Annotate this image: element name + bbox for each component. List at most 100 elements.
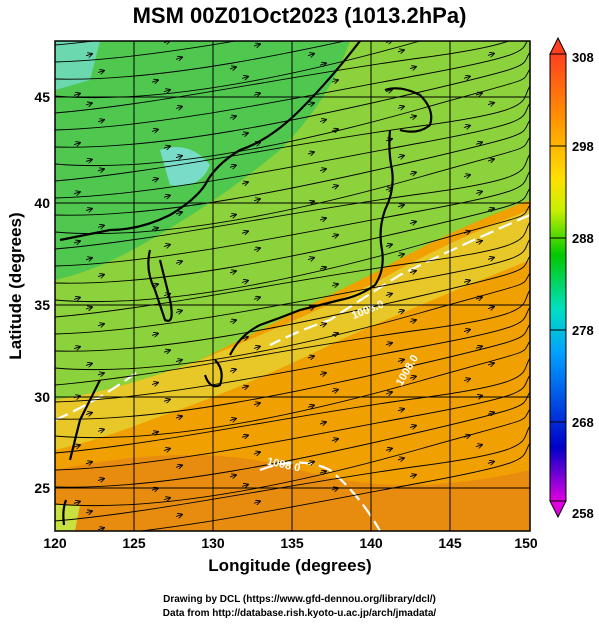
wind-arrow (331, 235, 338, 237)
wind-arrow (397, 360, 404, 362)
wind-arrow (319, 120, 326, 122)
wind-arrow (331, 80, 338, 82)
wind-arrow (175, 311, 182, 313)
streamline (55, 221, 530, 318)
wind-arrow (463, 435, 470, 437)
streamline (55, 170, 530, 267)
wind-arrow (331, 439, 338, 441)
wind-arrow (97, 324, 104, 326)
wind-arrow (253, 199, 260, 201)
x-tick-label: 130 (201, 535, 225, 551)
wind-arrow (409, 116, 416, 118)
wind-arrow (163, 350, 170, 352)
y-tick-label: 30 (34, 389, 50, 405)
wind-arrow (241, 386, 248, 388)
wind-arrow (475, 346, 482, 348)
wind-arrow (242, 27, 248, 29)
colorbar-tick-label: 308 (572, 50, 594, 65)
wind-arrow (241, 484, 248, 486)
wind-arrow (175, 156, 182, 158)
wind-arrow (97, 528, 104, 530)
wind-arrow (85, 54, 92, 56)
wind-arrow (163, 146, 170, 148)
streamline (55, 85, 530, 182)
y-tick-label: 40 (34, 195, 50, 211)
x-tick-labels: 120 125 130 135 140 145 150 (43, 535, 538, 551)
wind-arrow (385, 343, 392, 345)
streamline (55, 102, 530, 199)
wind-arrow (73, 143, 80, 145)
streamline (55, 41, 239, 63)
wind-arrow (397, 310, 404, 312)
wind-arrow (332, 31, 338, 33)
streamline (55, 41, 510, 114)
wind-arrow (97, 120, 104, 122)
wind-arrow (85, 258, 92, 260)
streamline (55, 41, 422, 99)
streamline (55, 306, 530, 403)
streamline (55, 255, 530, 352)
wind-arrow (385, 244, 392, 246)
wind-arrow (73, 192, 80, 194)
wind-arrow (463, 175, 470, 177)
wind-arrow (320, 14, 326, 16)
y-tick-labels: 25 30 35 40 45 (34, 89, 50, 496)
streamline (55, 41, 348, 80)
credit-line-data: Data from http://database.rish.kyoto-u.a… (162, 608, 437, 619)
wind-arrow (487, 363, 494, 365)
wind-arrow (385, 90, 392, 92)
wind-arrow (253, 142, 260, 144)
wind-arrow (73, 241, 80, 243)
wind-arrow (319, 218, 326, 220)
wind-arrow (398, 1, 404, 3)
wind-arrow (307, 356, 314, 358)
wind-arrow (229, 475, 236, 477)
wind-arrow (151, 80, 158, 82)
wind-arrow (319, 63, 326, 65)
wind-arrow (319, 324, 326, 326)
wind-arrow (463, 76, 470, 78)
wind-arrow (487, 412, 494, 414)
wind-arrow (175, 465, 182, 467)
colorbar-bottom-arrow (549, 500, 567, 519)
x-tick-label: 125 (122, 535, 146, 551)
wind-arrow (487, 53, 494, 55)
wind-arrow (253, 501, 260, 503)
wind-arrow (385, 294, 392, 296)
wind-arrow (73, 93, 80, 95)
wind-arrow (409, 320, 416, 322)
wind-arrow (85, 103, 92, 105)
wind-arrow (229, 271, 236, 273)
wind-arrow (241, 231, 248, 233)
wind-arrow (253, 44, 260, 46)
wind-arrow (397, 156, 404, 158)
wind-arrow (175, 416, 182, 418)
wind-arrow (463, 126, 470, 128)
streamline (55, 119, 530, 216)
wind-arrow (331, 129, 338, 131)
x-axis-label: Longitude (degrees) (208, 556, 372, 575)
wind-arrow (385, 448, 392, 450)
wind-arrow (409, 475, 416, 477)
wind-arrow (151, 333, 158, 335)
colorbar-tick-label: 288 (572, 231, 594, 246)
wind-arrow (97, 373, 104, 375)
wind-arrow (319, 422, 326, 424)
wind-arrow (175, 107, 182, 109)
wind-arrow (229, 320, 236, 322)
wind-arrow (229, 215, 236, 217)
wind-arrow (151, 129, 158, 131)
wind-arrow (319, 373, 326, 375)
wind-arrow (97, 479, 104, 481)
streamline (55, 289, 530, 386)
wind-arrow (397, 254, 404, 256)
x-tick-label: 140 (359, 535, 383, 551)
wind-arrow (463, 330, 470, 332)
wind-arrow (163, 399, 170, 401)
plot-frame (54, 40, 531, 532)
wind-arrow (307, 405, 314, 407)
wind-arrow (163, 195, 170, 197)
wind-arrow (319, 471, 326, 473)
wind-arrow (151, 228, 158, 230)
